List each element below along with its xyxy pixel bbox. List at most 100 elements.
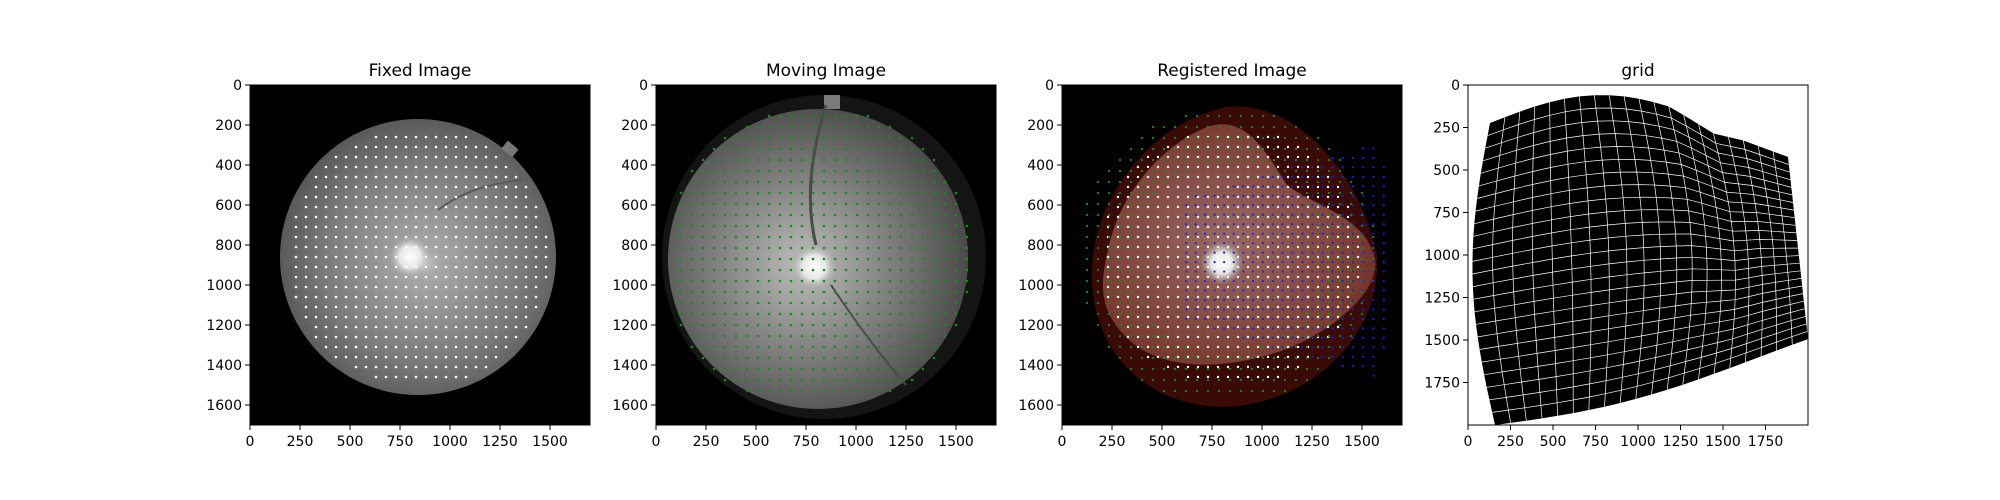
fixed-point [1306, 235, 1310, 239]
fixed-point [1306, 305, 1310, 309]
fixed-point [484, 335, 488, 339]
fixed-point [384, 285, 388, 289]
fixed-point [474, 315, 478, 319]
fixed-point [354, 265, 358, 269]
fixed-point [414, 325, 418, 329]
warped-point [1185, 242, 1188, 245]
warped-point [1372, 374, 1375, 377]
moving-point [844, 312, 848, 316]
moving-point [800, 378, 804, 382]
moving-point [1096, 213, 1100, 217]
warped-point [1341, 175, 1344, 178]
fixed-point [1316, 195, 1320, 199]
warped-point [1281, 242, 1284, 245]
fixed-point [1346, 285, 1350, 289]
warped-point [1271, 308, 1274, 311]
warped-point [1271, 317, 1274, 321]
warped-point [1311, 251, 1314, 254]
fixed-point [484, 285, 488, 289]
fixed-point [1236, 195, 1240, 199]
fixed-point [1256, 225, 1260, 229]
fixed-point [374, 355, 378, 359]
fixed-point [514, 265, 518, 269]
moving-point [888, 158, 892, 162]
fixed-point [1146, 195, 1150, 199]
fixed-point [404, 355, 408, 359]
fixed-point [1126, 205, 1130, 209]
moving-point [888, 257, 892, 261]
moving-point [800, 356, 804, 360]
fixed-point [1326, 255, 1330, 259]
fixed-point [1296, 285, 1300, 289]
fixed-point [1166, 215, 1170, 219]
fixed-point [344, 235, 348, 239]
fixed-point [1226, 375, 1230, 379]
moving-point [866, 224, 870, 228]
y-tick-label: 800 [621, 238, 648, 254]
moving-point [1371, 224, 1375, 228]
grid-line-horizontal [1484, 308, 1805, 376]
moving-point [789, 323, 793, 327]
registered-warped-points [1185, 147, 1385, 377]
fixed-point [1146, 215, 1150, 219]
fixed-point [1126, 325, 1130, 329]
moving-point [734, 345, 738, 349]
fixed-point [1236, 235, 1240, 239]
fixed-point [324, 235, 328, 239]
moving-point [1195, 125, 1199, 129]
moving-point [723, 334, 727, 338]
warped-point [1281, 251, 1284, 254]
fixed-point [394, 195, 398, 199]
fixed-point [1266, 245, 1270, 249]
fixed-point [414, 225, 418, 229]
moving-point [1184, 147, 1188, 151]
fixed-image-content [250, 85, 590, 425]
fixed-point [1186, 325, 1190, 329]
fixed-point [364, 245, 368, 249]
moving-point [943, 279, 947, 283]
fixed-point [1136, 165, 1140, 169]
warped-point [1251, 232, 1255, 235]
moving-point [712, 268, 716, 272]
fixed-point [354, 205, 358, 209]
fixed-point [484, 305, 488, 309]
warped-point [1271, 289, 1274, 292]
warped-point [1232, 204, 1235, 207]
moving-point [1118, 334, 1122, 338]
x-tick-label: 1500 [1344, 434, 1380, 450]
moving-point [1283, 334, 1287, 338]
moving-point [756, 224, 760, 228]
fixed-point [1186, 345, 1190, 349]
moving-point [712, 202, 716, 206]
moving-point [789, 268, 793, 272]
warped-point [1372, 175, 1375, 178]
fixed-point [1216, 305, 1220, 309]
moving-points [679, 114, 969, 393]
warped-point [1261, 336, 1264, 339]
moving-point [756, 268, 760, 272]
warped-point [1271, 185, 1274, 188]
moving-point [877, 356, 881, 360]
fixed-point [1316, 255, 1320, 259]
moving-point [1239, 367, 1243, 371]
fixed-point [524, 195, 528, 199]
fixed-point [1346, 255, 1350, 259]
moving-point [1184, 356, 1188, 360]
moving-point [888, 268, 892, 272]
fixed-point [444, 225, 448, 229]
moving-point [679, 235, 683, 239]
fixed-point [394, 315, 398, 319]
warped-point [1311, 232, 1314, 235]
moving-point [712, 246, 716, 250]
moving-point [1085, 301, 1089, 305]
fixed-point [1146, 175, 1150, 179]
fixed-point [304, 195, 308, 199]
fixed-point [324, 335, 328, 339]
fixed-point [494, 265, 498, 269]
warped-point [1271, 232, 1274, 235]
fixed-point [344, 205, 348, 209]
fixed-point [1136, 215, 1140, 219]
moving-point [811, 125, 815, 129]
warped-point [1213, 298, 1216, 302]
